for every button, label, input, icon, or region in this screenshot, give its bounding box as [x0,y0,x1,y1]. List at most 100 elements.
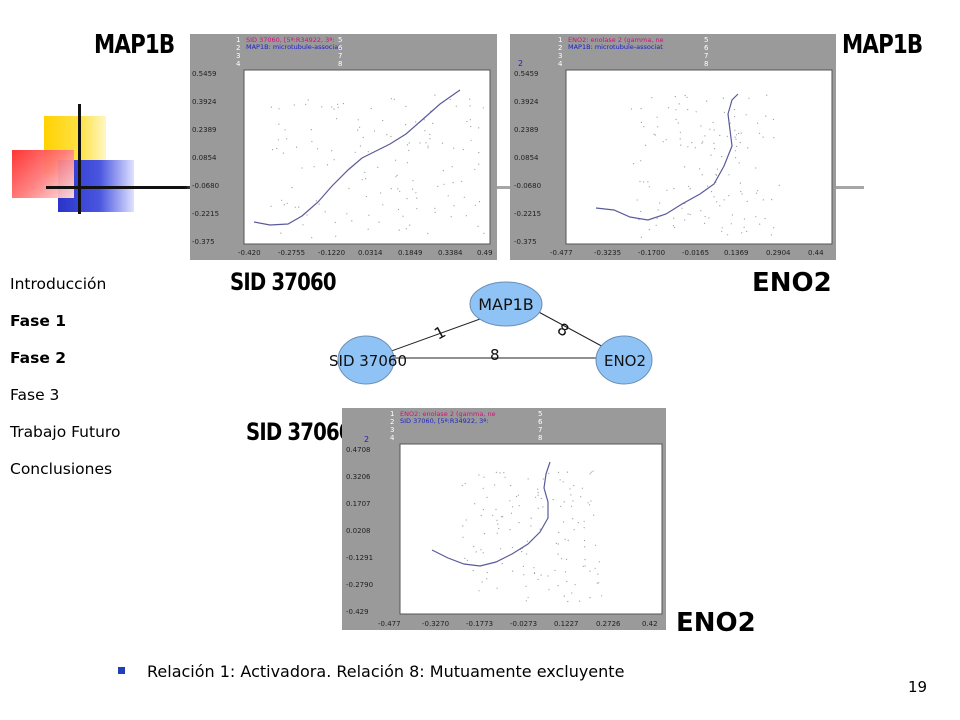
scatter-dot [313,166,315,168]
y-tick: -0.375 [514,238,537,246]
scatter-dot [475,551,477,553]
scatter-dot [382,119,384,122]
x-axis-ticks: -0.477 -0.3270 -0.1773 -0.0273 0.1227 0.… [378,620,658,628]
scatter-dot [648,229,650,231]
scatter-dot [429,133,431,135]
scatter-dot [321,106,323,108]
node-map1b[interactable] [469,281,543,327]
scatter-dot [746,200,748,202]
scatter-dot [684,219,686,221]
scatter-dot [499,472,501,474]
scatter-dot [735,145,738,147]
x-tick: 0.44 [808,249,824,257]
scatter-dot [406,198,408,200]
nav-item-introduccion[interactable]: Introducción [10,275,107,293]
scatter-dot [699,168,701,170]
scatter-dot [708,217,710,219]
scatter-dot [455,105,457,107]
scatter-dot [469,105,471,107]
nav-item-fase2[interactable]: Fase 2 [10,349,67,367]
scatter-dot [702,141,704,143]
scatter-dot [666,189,668,191]
scatter-dot [729,122,731,124]
scatter-dot [424,130,426,132]
x-tick: -0.2755 [278,249,305,257]
nav-item-conclusiones[interactable]: Conclusiones [10,460,113,478]
scatter-dot [367,151,369,153]
scatter-dot [474,503,476,505]
scatter-dot [684,95,686,97]
y-tick: 0.2389 [514,126,539,134]
y-tick: -0.2215 [192,210,219,218]
x-axis-ticks: -0.477 -0.3235 -0.1700 -0.0165 0.1369 0.… [550,249,824,257]
trend-curve [431,461,551,567]
scatter-dot [719,134,721,136]
node-sid-37060[interactable] [337,335,395,385]
scatter-dot [710,191,713,193]
scatter-dot [653,133,655,135]
scatter-dot [723,111,725,113]
scatter-dot [453,147,455,149]
scatter-dot [483,533,486,535]
scatter-dot [390,135,392,138]
scatter-dot [564,571,567,573]
page-number: 19 [908,678,928,696]
legend-num-8: 8 [338,60,342,68]
scatter-dot [643,181,645,183]
scatter-dot [478,474,480,476]
scatter-dot [408,149,410,152]
scatter-dot [294,206,296,208]
scatter-dot [740,132,742,134]
scatter-dot [447,195,449,197]
scatter-dot [408,142,410,144]
scatter-dot [573,529,575,531]
scatter-dot [326,164,329,166]
x-tick: 0.42 [642,620,658,628]
scatter-dot [478,201,481,203]
nav-item-fase3[interactable]: Fase 3 [10,386,60,404]
scatter-dot [689,213,691,216]
scatter-dot [509,500,511,502]
slide-nav: Introducción Fase 1 Fase 2 Fase 3 Trabaj… [10,266,160,488]
nav-item-fase1[interactable]: Fase 1 [10,312,67,330]
scatter-dot [398,229,400,231]
nav-item-trabajo-futuro[interactable]: Trabajo Futuro [10,423,121,441]
scatter-dot [563,595,565,597]
scatter-dot [594,567,596,569]
legend-num-1: 1 [236,36,240,44]
scatter-dot [674,226,676,229]
scatter-dot [315,200,317,202]
scatter-dot [359,126,361,128]
node-eno2[interactable] [595,335,653,385]
scatter-dot [522,565,524,567]
scatter-dot [537,494,539,496]
scatter-dot [571,505,573,507]
scatter-dot [486,578,488,580]
x-tick: 0.3384 [438,249,463,257]
scatter-dot [478,152,480,154]
label-map1b-top-left: MAP1B [94,30,175,60]
scatter-dot [741,232,743,234]
scatter-dot [409,224,411,226]
scatter-dot [651,97,653,99]
scatter-dot [527,478,529,480]
scatter-dot [715,173,717,175]
scatter-dot [601,595,603,597]
y-axis-ticks: 0.4708 0.3206 0.1707 0.0208 -0.1291 -0.2… [346,446,373,616]
scatter-dot [733,109,735,111]
scatter-plot-sid-map1b: 1 2 3 4 SID 37060, [5ª:R34922, 3ª: MAP1B… [190,34,497,260]
scatter-dot [501,563,503,565]
scatter-dot [648,186,650,188]
scatter-dot [523,574,525,576]
legend-num-4: 4 [558,60,563,68]
scatter-dot [765,115,767,117]
scatter-dot [276,147,278,150]
scatter-dot [759,223,761,225]
scatter-dot [336,118,338,120]
scatter-dot [755,216,757,218]
scatter-dot [588,504,591,506]
scatter-dot [739,141,741,144]
scatter-dot [662,141,664,143]
scatter-dot [378,221,380,223]
scatter-dot [537,507,539,509]
